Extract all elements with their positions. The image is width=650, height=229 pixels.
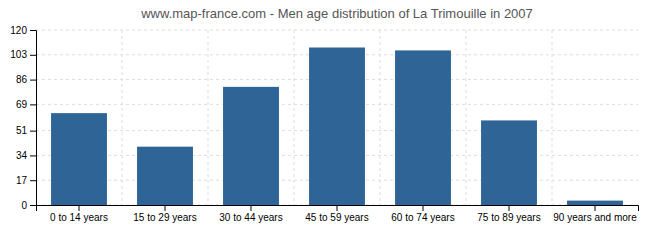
y-tick-mark bbox=[30, 131, 36, 132]
x-tick: 45 to 59 years bbox=[305, 205, 368, 223]
y-tick-mark bbox=[30, 80, 36, 81]
x-tick-label: 90 years and more bbox=[553, 212, 637, 223]
grid-line bbox=[36, 30, 638, 31]
x-tick-mark bbox=[595, 205, 596, 211]
y-tick-label: 69 bbox=[16, 99, 28, 110]
x-tick-mark bbox=[251, 205, 252, 211]
y-tick: 69 bbox=[16, 99, 36, 110]
y-tick-label: 86 bbox=[16, 74, 28, 85]
y-tick: 120 bbox=[10, 25, 36, 36]
y-tick: 51 bbox=[16, 125, 36, 136]
x-tick-mark bbox=[79, 205, 80, 211]
category-separator bbox=[380, 30, 381, 205]
x-tick-label: 75 to 89 years bbox=[477, 212, 540, 223]
x-tick: 15 to 29 years bbox=[133, 205, 196, 223]
y-tick-mark bbox=[30, 180, 36, 181]
y-tick: 86 bbox=[16, 74, 36, 85]
bar bbox=[481, 120, 537, 205]
x-tick-label: 15 to 29 years bbox=[133, 212, 196, 223]
bar bbox=[309, 48, 365, 206]
grid bbox=[36, 30, 638, 205]
y-tick: 17 bbox=[16, 175, 36, 186]
x-tick-label: 60 to 74 years bbox=[391, 212, 454, 223]
x-tick: 90 years and more bbox=[553, 205, 637, 223]
bar bbox=[567, 201, 623, 205]
bar bbox=[137, 147, 193, 205]
y-tick-label: 103 bbox=[10, 49, 27, 60]
chart: 0 17 34 51 69 86 103 120 0 to 14 years 15 to 29 y… bbox=[0, 0, 650, 229]
category-separator bbox=[466, 30, 467, 205]
x-tick-label: 0 to 14 years bbox=[50, 212, 108, 223]
y-tick-label: 120 bbox=[10, 25, 27, 36]
y-tick-mark bbox=[30, 104, 36, 105]
y-tick: 34 bbox=[16, 150, 36, 161]
y-tick-label: 34 bbox=[16, 150, 28, 161]
x-tick-mark bbox=[337, 205, 338, 211]
y-tick: 0 bbox=[21, 200, 36, 211]
x-tick: 60 to 74 years bbox=[391, 205, 454, 223]
bars bbox=[51, 48, 623, 206]
category-separator bbox=[208, 30, 209, 205]
x-tick-mark bbox=[165, 205, 166, 211]
x-tick: 30 to 44 years bbox=[219, 205, 282, 223]
bar bbox=[395, 50, 451, 205]
x-tick: 0 to 14 years bbox=[50, 205, 108, 223]
category-separator bbox=[122, 30, 123, 205]
title: www.map-france.com - Men age distributio… bbox=[140, 6, 533, 21]
x-axis: 0 to 14 years 15 to 29 years 30 to 44 year… bbox=[37, 205, 639, 223]
y-tick-label: 0 bbox=[21, 200, 27, 211]
bar bbox=[51, 113, 107, 205]
y-tick-label: 51 bbox=[16, 125, 28, 136]
x-tick-label: 30 to 44 years bbox=[219, 212, 282, 223]
y-axis: 0 17 34 51 69 86 103 120 bbox=[10, 25, 36, 211]
x-tick: 75 to 89 years bbox=[477, 205, 540, 223]
y-tick-mark bbox=[30, 205, 36, 206]
y-tick-mark bbox=[30, 30, 36, 31]
x-tick-mark bbox=[423, 205, 424, 211]
x-tick-mark bbox=[509, 205, 510, 211]
y-tick-mark bbox=[30, 155, 36, 156]
bar bbox=[223, 87, 279, 205]
x-tick-label: 45 to 59 years bbox=[305, 212, 368, 223]
category-separator bbox=[294, 30, 295, 205]
plot-area: 0 17 34 51 69 86 103 120 0 to 14 years 15 to 29 y… bbox=[10, 25, 638, 223]
y-tick-label: 17 bbox=[16, 175, 28, 186]
y-tick: 103 bbox=[10, 49, 36, 60]
y-axis-line bbox=[30, 31, 37, 206]
x-axis-line bbox=[37, 206, 639, 212]
category-separator bbox=[552, 30, 553, 205]
y-tick-mark bbox=[30, 55, 36, 56]
